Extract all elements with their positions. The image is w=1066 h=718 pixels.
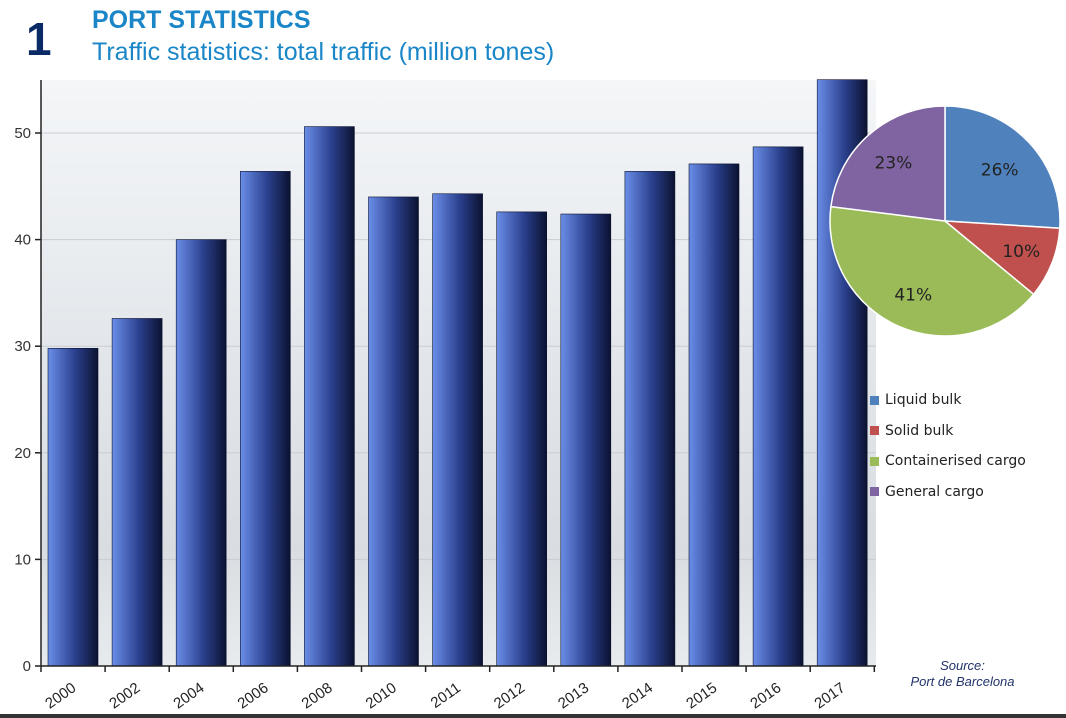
legend-label: Solid bulk: [885, 422, 954, 439]
bar-2000: [47, 348, 99, 667]
x-tick-labels: 2000 2002 2004 2006 2008 2010 2011 2012 2013 2014…: [42, 679, 848, 712]
x-tick-label: 2010: [363, 679, 400, 712]
bar-2015: [688, 163, 740, 667]
legend-label: General cargo: [885, 483, 984, 500]
pie-data-label: 41%: [894, 285, 932, 305]
bar-2010: [368, 196, 419, 667]
y-tick-label: 10: [14, 551, 31, 568]
page-title: PORT STATISTICS: [92, 6, 311, 34]
pie-data-label: 10%: [1002, 242, 1040, 262]
axes: [35, 80, 876, 672]
legend-item: General cargo: [870, 477, 1026, 508]
x-tick-label: 2002: [106, 679, 143, 712]
x-tick-label: 2014: [619, 679, 656, 712]
legend-item: Liquid bulk: [870, 385, 1026, 416]
bar-2014: [624, 171, 676, 667]
bar-2004: [175, 239, 227, 667]
source-name: Port de Barcelona: [910, 674, 1015, 689]
page-subtitle: Traffic statistics: total traffic (milli…: [92, 38, 555, 66]
x-tick-label: 2017: [811, 679, 848, 712]
x-tick-label: 2004: [170, 679, 207, 712]
x-tick-label: 2012: [491, 679, 528, 712]
pie-slice-general-cargo: [830, 105, 946, 222]
pie-legend: Liquid bulk Solid bulk Containerised cargo…: [870, 385, 1026, 507]
bar-2008: [304, 126, 355, 667]
x-tick-label: 2015: [683, 679, 720, 712]
y-tick-label: 50: [14, 125, 31, 142]
legend-label: Liquid bulk: [885, 392, 962, 409]
pie-data-label: 26%: [981, 161, 1019, 181]
slide-number: 1: [26, 13, 52, 65]
legend-item: Containerised cargo: [870, 446, 1026, 477]
y-tick-label: 20: [14, 445, 31, 462]
y-tick-label: 0: [23, 658, 31, 675]
source-label: Source:: [940, 658, 985, 673]
y-tick-label: 40: [14, 232, 31, 249]
legend-label: Containerised cargo: [885, 453, 1026, 470]
bar-2012: [496, 211, 548, 667]
source-note: Source: Port de Barcelona: [890, 658, 1035, 690]
legend-swatch: [870, 456, 879, 466]
x-tick-label: 2000: [42, 679, 79, 712]
legend-swatch: [870, 487, 879, 497]
legend-item: Solid bulk: [870, 416, 1026, 447]
x-tick-label: 2006: [235, 679, 272, 712]
bar-2006: [240, 171, 291, 667]
bottom-rule: [0, 714, 1066, 718]
y-tick-label: 30: [14, 338, 31, 355]
x-tick-label: 2016: [747, 679, 784, 712]
legend-swatch: [870, 395, 879, 405]
pie-slice-liquid-bulk: [944, 105, 1061, 230]
legend-swatch: [870, 426, 879, 436]
x-tick-label: 2008: [299, 679, 336, 712]
pie-data-label: 23%: [875, 153, 913, 173]
y-tick-labels: 0 10 20 30 40 50: [14, 125, 31, 675]
pie-slice-containerised-cargo: [829, 205, 1035, 337]
x-tick-label: 2011: [428, 679, 464, 711]
pie-chart: 26% 10% 41% 23%: [829, 105, 1061, 337]
pie-slice-solid-bulk: [942, 220, 1061, 296]
bar-2013: [560, 213, 612, 667]
bar-2002: [111, 318, 163, 667]
bar-2016: [752, 146, 804, 667]
x-tick-label: 2013: [555, 679, 592, 712]
bar-2011: [432, 193, 483, 667]
